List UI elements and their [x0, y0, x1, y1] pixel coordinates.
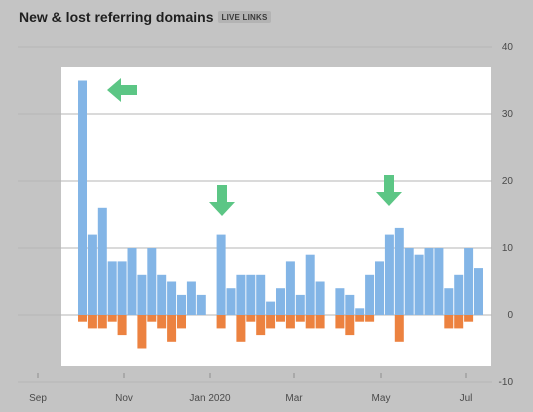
x-tick-label: Jan 2020	[189, 393, 231, 404]
x-tick-label: Sep	[29, 393, 47, 404]
new-bar	[414, 254, 424, 315]
new-bar	[236, 274, 246, 315]
down-arrow-icon	[209, 185, 235, 216]
lost-bar	[305, 315, 315, 329]
lost-bar	[117, 315, 127, 336]
new-bar	[305, 254, 315, 315]
lost-bar	[78, 315, 87, 322]
lost-bar	[87, 315, 97, 329]
y-tick-label: -10	[499, 377, 514, 388]
new-bar	[127, 248, 137, 315]
new-bar	[78, 80, 87, 315]
y-tick-label: 40	[502, 42, 514, 53]
y-tick-label: 20	[502, 176, 514, 187]
lost-bar	[335, 315, 345, 329]
new-bar	[186, 281, 196, 315]
lost-bar	[216, 315, 226, 329]
new-bar	[365, 274, 375, 315]
lost-bar	[355, 315, 365, 322]
lost-bar	[444, 315, 454, 329]
new-bar	[87, 234, 97, 315]
x-tick-label: Nov	[115, 393, 133, 404]
new-bar	[355, 308, 365, 315]
new-bar	[335, 288, 345, 315]
new-bar	[196, 294, 206, 315]
lost-bar	[147, 315, 157, 322]
down-arrow-icon	[376, 175, 402, 206]
live-links-badge: LIVE LINKS	[218, 11, 271, 23]
lost-bar	[177, 315, 186, 329]
new-bar	[315, 281, 325, 315]
lost-bar	[295, 315, 305, 322]
new-bar	[394, 227, 404, 315]
new-bar	[276, 288, 285, 315]
lost-bar	[137, 315, 147, 349]
y-tick-label: 10	[502, 243, 514, 254]
new-bar	[464, 248, 474, 315]
new-bar	[454, 274, 464, 315]
new-bar	[147, 248, 157, 315]
lost-bar	[157, 315, 167, 329]
left-arrow-icon	[107, 78, 137, 102]
new-bar	[157, 274, 167, 315]
lost-bar	[167, 315, 177, 342]
chart-title: New & lost referring domains	[19, 9, 214, 25]
lost-bar	[107, 315, 117, 322]
new-bar	[434, 248, 444, 315]
y-tick-label: 30	[502, 109, 514, 120]
new-bar	[107, 261, 117, 315]
new-bar	[226, 288, 236, 315]
lost-bar	[266, 315, 276, 329]
new-bar	[424, 248, 434, 315]
new-bar	[404, 248, 414, 315]
lost-bar	[464, 315, 474, 322]
new-bar	[97, 207, 107, 315]
new-bar	[117, 261, 127, 315]
new-bar	[266, 301, 276, 315]
lost-bar	[276, 315, 285, 322]
new-bar	[137, 274, 147, 315]
lost-bar	[454, 315, 464, 329]
x-tick-label: Mar	[285, 393, 303, 404]
new-bar	[384, 234, 394, 315]
new-bar	[177, 294, 186, 315]
new-bar	[167, 281, 177, 315]
new-bar	[246, 274, 256, 315]
lost-bar	[365, 315, 375, 322]
lost-bar	[285, 315, 295, 329]
new-bar	[216, 234, 226, 315]
lost-bar	[236, 315, 246, 342]
new-bar	[345, 294, 355, 315]
new-bar	[285, 261, 295, 315]
chart-header: New & lost referring domains LIVE LINKS	[19, 9, 271, 25]
x-tick-label: Jul	[460, 393, 473, 404]
x-tick-label: May	[372, 393, 391, 404]
new-bar	[256, 274, 266, 315]
lost-bar	[394, 315, 404, 342]
new-bar	[295, 294, 305, 315]
new-bar	[444, 288, 454, 315]
new-bar	[375, 261, 384, 315]
new-bar	[474, 268, 483, 315]
y-tick-label: 0	[507, 310, 513, 321]
lost-bar	[256, 315, 266, 336]
lost-bar	[315, 315, 325, 329]
lost-bar	[345, 315, 355, 336]
lost-bar	[97, 315, 107, 329]
lost-bar	[246, 315, 256, 322]
